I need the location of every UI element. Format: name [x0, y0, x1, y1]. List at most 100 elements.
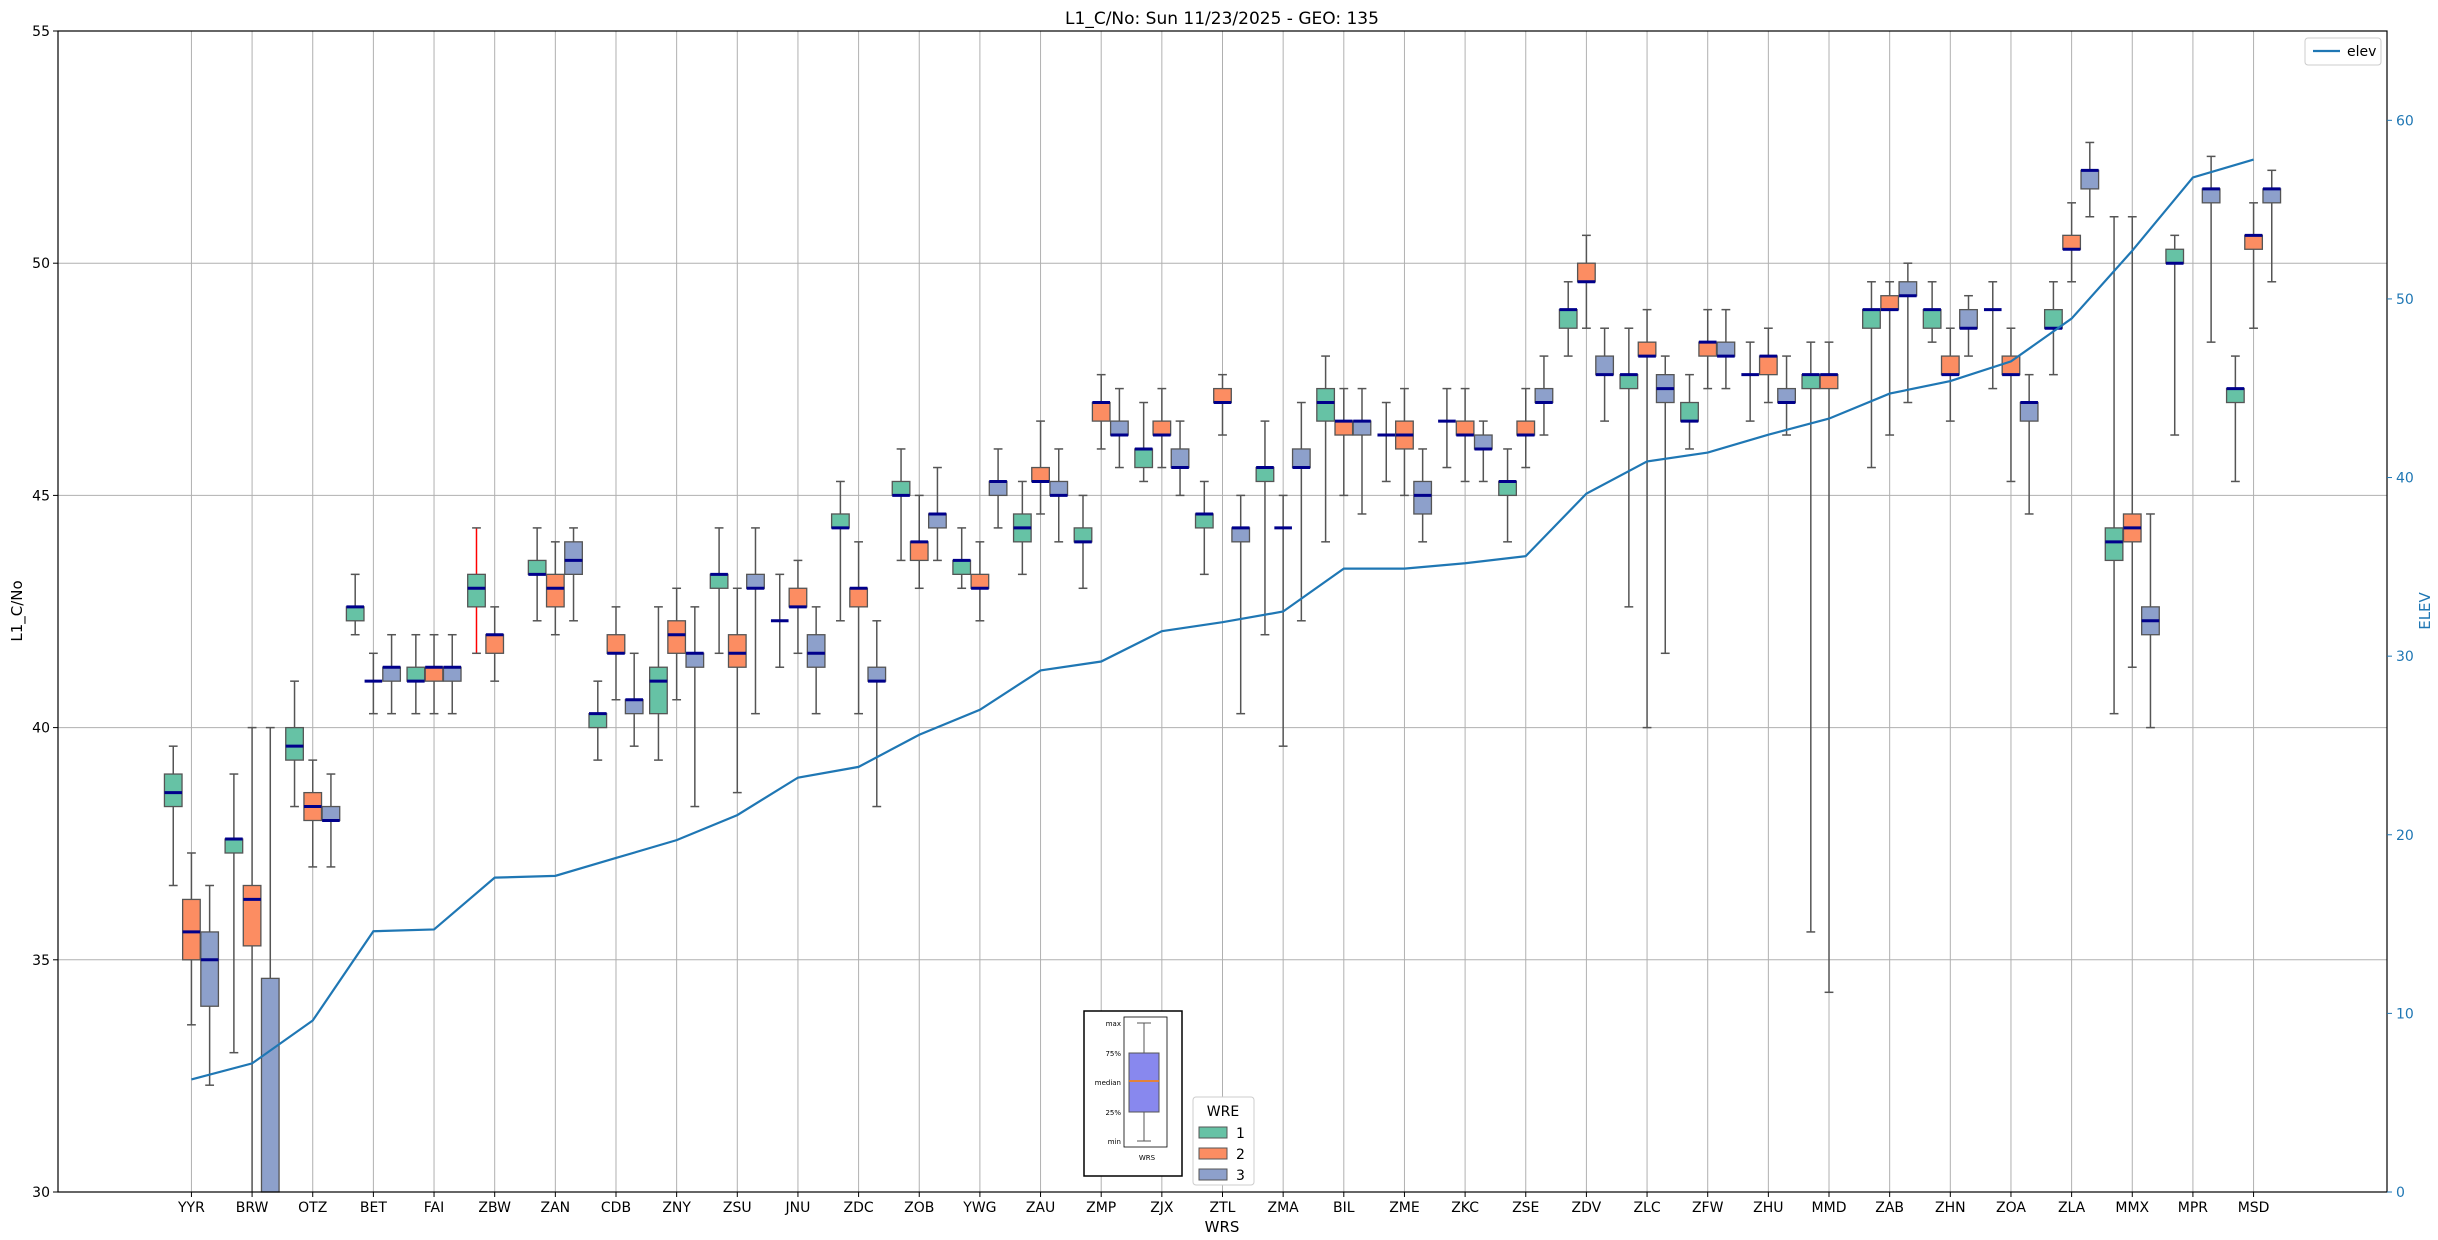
box-iqr	[988, 480, 1008, 497]
box-iqr	[1940, 355, 1960, 376]
wre-legend-swatch-2	[1198, 1147, 1228, 1160]
box-iqr	[224, 838, 244, 854]
box-iqr	[1231, 527, 1251, 543]
box-iqr	[2062, 234, 2082, 250]
box-iqr	[2043, 308, 2063, 329]
x-tick-label: MSD	[2238, 1200, 2270, 1216]
box-BET-wre3	[382, 633, 402, 715]
x-tick-label: ZLA	[2058, 1200, 2086, 1216]
box-iqr	[242, 884, 262, 947]
box-ZLA-wre2	[2062, 202, 2082, 283]
box-BRW-wre1	[224, 773, 244, 1054]
x-tick-label: ZSU	[723, 1200, 752, 1216]
box-iqr	[1619, 374, 1639, 390]
chart-title: L1_C/No: Sun 11/23/2025 - GEO: 135	[1065, 9, 1379, 29]
box-ZLC-wre3	[1655, 355, 1675, 655]
box-ZOB-wre1	[891, 448, 911, 562]
x-tick-label: ZBW	[478, 1200, 511, 1216]
box-ZSU-wre2	[727, 587, 747, 794]
box-ZBW-wre2	[485, 606, 505, 682]
y2-tick-label: 20	[2396, 828, 2414, 844]
box-ZLC-wre1	[1619, 327, 1639, 608]
x-tick-label: ZHN	[1935, 1200, 1966, 1216]
box-iqr	[1291, 448, 1311, 469]
box-ZDC-wre2	[849, 541, 869, 715]
plot-marks	[163, 141, 2282, 1193]
box-BIL-wre2	[1334, 387, 1354, 497]
box-iqr	[1595, 355, 1615, 376]
box-CDB-wre2	[606, 606, 626, 701]
box-iqr	[1413, 480, 1433, 515]
box-iqr	[2244, 234, 2264, 250]
box-iqr	[1777, 387, 1796, 404]
x-tick-label: ZTL	[1210, 1200, 1236, 1216]
box-ZJX-wre2	[1152, 387, 1172, 469]
x-tick-label: YWG	[962, 1200, 996, 1216]
x-tick-label: ZMP	[1086, 1200, 1116, 1216]
box-ZSE-wre2	[1516, 387, 1536, 469]
box-ZME-wre2	[1395, 387, 1414, 497]
box-ZOA-wre3	[2019, 373, 2039, 515]
box-iqr	[1534, 387, 1554, 404]
box-YWG-wre3	[988, 448, 1008, 529]
box-iqr	[891, 480, 911, 497]
box-MMX-wre2	[2122, 216, 2142, 668]
box-ZKC-wre1	[1438, 387, 1456, 469]
box-iqr	[321, 805, 341, 822]
box-iqr	[952, 559, 972, 575]
box-FAI-wre3	[442, 633, 462, 715]
x-tick-label: MMD	[1812, 1200, 1847, 1216]
box-ZLA-wre3	[2080, 141, 2100, 218]
box-ZOA-wre1	[1983, 281, 2002, 390]
box-iqr	[1194, 513, 1214, 529]
box-iqr	[1758, 355, 1778, 376]
box-iqr	[181, 898, 201, 961]
box-ZMP-wre1	[1073, 494, 1093, 590]
box-YWG-wre2	[970, 541, 990, 622]
box-ZHN-wre3	[1959, 294, 1978, 357]
box-ZOB-wre3	[927, 466, 947, 562]
x-tick-label: ZLC	[1633, 1200, 1660, 1216]
box-iqr	[1819, 374, 1839, 390]
box-iqr	[345, 606, 365, 622]
box-ZTL-wre2	[1213, 373, 1232, 436]
box-ZAN-wre1	[527, 527, 547, 622]
box-ZAN-wre3	[564, 527, 583, 622]
box-iqr	[1922, 308, 1942, 329]
y-tick-label: 50	[32, 256, 50, 272]
y2-tick-label: 10	[2396, 1006, 2414, 1022]
box-ZJX-wre3	[1170, 420, 1190, 497]
box-ZSU-wre1	[709, 527, 729, 655]
y2-tick-label: 40	[2396, 471, 2414, 487]
x-tick-label: ZFW	[1692, 1200, 1724, 1216]
elev-legend-frame	[2304, 37, 2382, 66]
box-ZHN-wre2	[1940, 327, 1960, 422]
box-ZAB-wre1	[1862, 281, 1881, 469]
box-ZKC-wre2	[1455, 387, 1475, 483]
box-ZAN-wre2	[545, 541, 565, 636]
box-ZDC-wre1	[830, 480, 850, 622]
box-iqr	[1031, 466, 1050, 483]
box-iqr	[1862, 308, 1881, 329]
box-iqr	[1637, 341, 1657, 357]
box-ZKC-wre3	[1473, 420, 1493, 483]
box-iqr	[2225, 387, 2245, 404]
box-ZSE-wre1	[1498, 448, 1518, 543]
box-iqr	[1316, 387, 1336, 422]
box-iqr	[1576, 262, 1596, 283]
axes: 30 35 40 45 50 55 0 10 20 30 40 50 60 YYR BRW OTZ BET FAI…	[32, 24, 2414, 1216]
box-iqr	[467, 573, 486, 608]
box-iqr	[685, 652, 705, 668]
box-iqr	[200, 931, 220, 1007]
box-iqr	[1898, 281, 1918, 297]
x-tick-label: ZAN	[541, 1200, 571, 1216]
box-YYR-wre3	[200, 884, 220, 1086]
box-BET-wre2	[364, 652, 383, 715]
x-tick-label: MMX	[2115, 1200, 2149, 1216]
box-iqr	[788, 587, 808, 608]
box-ZBW-wre1	[467, 527, 486, 655]
box-ZOB-wre2	[909, 494, 929, 590]
box-YYR-wre2	[181, 852, 201, 1026]
box-iqr	[1498, 480, 1518, 497]
box-MMX-wre1	[2104, 216, 2124, 715]
